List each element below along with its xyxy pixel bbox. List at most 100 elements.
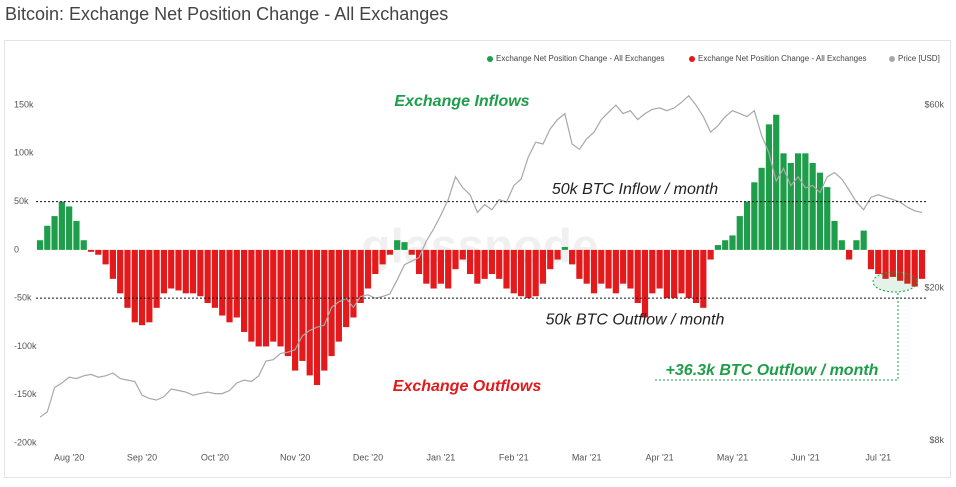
bar: [466, 249, 474, 275]
y-tick-label: -100k: [14, 341, 37, 351]
bar: [357, 249, 364, 303]
annotation: +36.3k BTC Outflow / month: [666, 362, 879, 379]
bar: [503, 249, 510, 289]
bar: [87, 249, 95, 252]
x-tick-label: Sep '20: [127, 452, 157, 462]
bar: [350, 249, 357, 318]
bar: [700, 249, 707, 308]
bar: [532, 249, 539, 297]
y-tick-label: 150k: [14, 99, 34, 109]
y2-tick-label: $60k: [924, 99, 944, 109]
bar: [241, 249, 248, 332]
y2-tick-label: $20k: [924, 282, 944, 292]
bar: [306, 249, 313, 376]
bar: [459, 249, 466, 260]
bar: [284, 249, 291, 357]
bar: [44, 225, 51, 250]
y-tick-label: 0: [14, 244, 19, 254]
bar: [751, 182, 758, 250]
bar: [641, 249, 649, 318]
bar: [182, 249, 189, 294]
bar: [430, 249, 437, 289]
bar: [423, 249, 430, 284]
bar: [80, 240, 87, 250]
bar: [649, 249, 656, 294]
bar: [445, 249, 452, 289]
y-tick-label: 100k: [14, 148, 34, 158]
bar: [743, 201, 751, 250]
bar: [569, 249, 576, 265]
bar: [102, 249, 109, 265]
x-tick-label: Nov '20: [280, 452, 310, 462]
bar: [889, 249, 896, 277]
y-tick-label: 50k: [14, 196, 29, 206]
annotation-connector: [655, 293, 899, 381]
reference-label: 50k BTC Inflow / month: [552, 181, 718, 198]
bar: [517, 249, 525, 297]
bar: [197, 249, 204, 297]
bar: [270, 249, 277, 342]
bar: [853, 240, 860, 250]
bar: [583, 249, 590, 284]
annotation: Exchange Outflows: [393, 378, 542, 395]
bar: [554, 249, 561, 260]
bar: [714, 245, 721, 250]
bar: [867, 249, 875, 270]
bar: [233, 249, 240, 318]
bar: [831, 220, 838, 250]
bar: [736, 216, 743, 250]
bar: [787, 162, 794, 250]
legend-marker: [689, 56, 695, 62]
legend-label: Exchange Net Position Change - All Excha…: [698, 54, 867, 63]
bar: [313, 249, 321, 386]
bar: [146, 249, 153, 323]
bar: [452, 249, 459, 270]
bar: [248, 249, 255, 342]
bar: [109, 249, 116, 279]
bar: [335, 249, 342, 342]
bar: [612, 249, 619, 294]
bar: [911, 249, 918, 287]
bar: [838, 240, 845, 250]
bar: [722, 240, 729, 250]
bar: [379, 249, 386, 265]
bar: [255, 249, 262, 347]
bar: [561, 246, 568, 250]
bar: [897, 249, 904, 281]
bar: [394, 240, 401, 250]
bar: [328, 249, 335, 357]
annotation: Exchange Inflows: [394, 93, 529, 110]
bar: [598, 249, 605, 284]
bar: [131, 249, 138, 323]
x-tick-label: Jan '21: [427, 452, 456, 462]
bar: [692, 249, 700, 303]
x-tick-label: Jun '21: [791, 452, 820, 462]
x-tick-label: Jul '21: [865, 452, 891, 462]
price-line: [39, 94, 923, 418]
x-tick-label: Feb '21: [499, 452, 529, 462]
bar: [364, 249, 372, 289]
x-tick-label: May '21: [717, 452, 748, 462]
bar: [219, 249, 226, 316]
bar: [671, 249, 678, 299]
y-tick-label: -150k: [14, 389, 37, 399]
bar: [153, 249, 160, 308]
x-tick-label: Mar '21: [572, 452, 602, 462]
bar: [474, 249, 481, 284]
bar: [627, 249, 634, 289]
bar: [875, 249, 882, 275]
bar: [860, 230, 867, 250]
bar: [620, 249, 627, 284]
bar: [117, 249, 124, 294]
bar: [634, 249, 641, 303]
bar: [663, 249, 670, 299]
y-tick-label: -200k: [14, 437, 37, 447]
bar: [36, 240, 44, 250]
bar: [707, 249, 714, 260]
bar: [226, 249, 233, 323]
bar: [73, 220, 80, 250]
bar: [729, 235, 736, 250]
reference-label: 50k BTC Outflow / month: [546, 311, 725, 328]
